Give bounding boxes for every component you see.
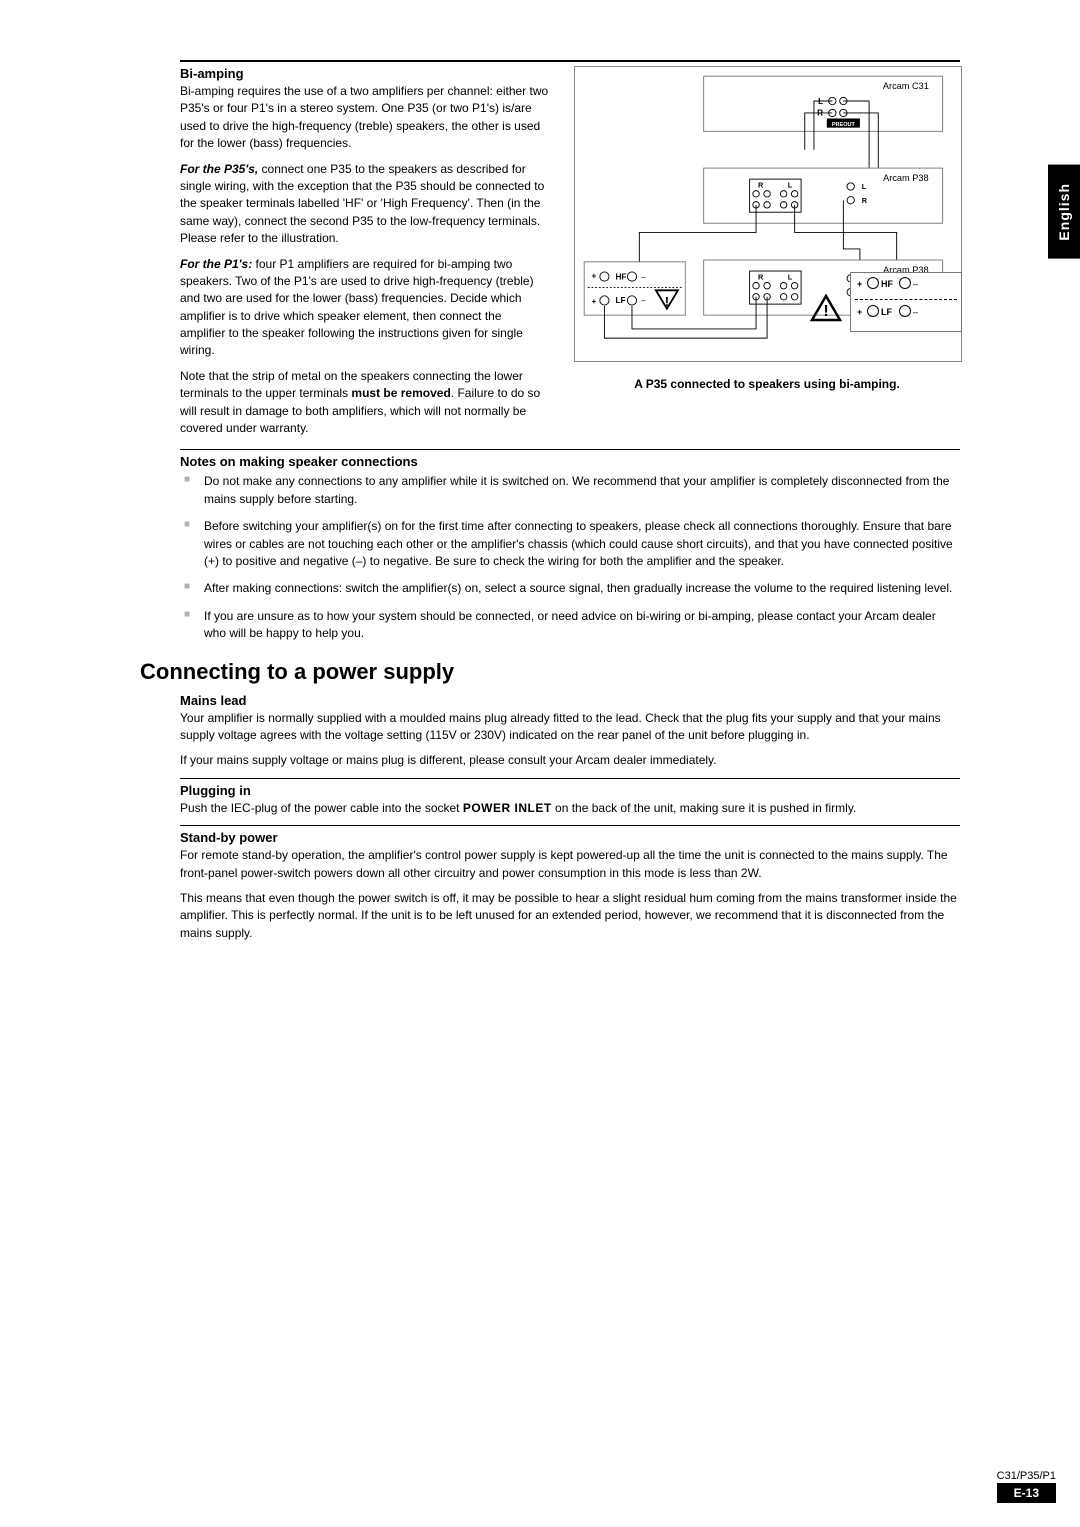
mains-p1: Your amplifier is normally supplied with… <box>180 710 960 745</box>
svg-text:R: R <box>758 272 764 281</box>
svg-text:LF: LF <box>615 296 625 305</box>
svg-text:R: R <box>758 180 764 189</box>
p4b: must be removed <box>351 386 450 400</box>
biamping-p1: Bi-amping requires the use of a two ampl… <box>180 83 550 153</box>
plug-p1c: on the back of the unit, making sure it … <box>552 801 857 815</box>
svg-text:–: – <box>641 272 646 281</box>
note-item: Before switching your amplifier(s) on fo… <box>180 518 960 570</box>
p3-body: four P1 amplifiers are required for bi-a… <box>180 257 534 358</box>
svg-text:!: ! <box>665 294 669 309</box>
standby-p1: For remote stand-by operation, the ampli… <box>180 847 960 882</box>
biamping-text: Bi-amping Bi-amping requires the use of … <box>180 66 550 445</box>
footer-model: C31/P35/P1 <box>997 1470 1056 1482</box>
note-item: After making connections: switch the amp… <box>180 580 960 597</box>
label-p38a: Arcam P38 <box>883 173 928 183</box>
svg-text:R: R <box>862 196 868 205</box>
plug-p1b: POWER INLET <box>463 801 552 815</box>
biamping-p4: Note that the strip of metal on the spea… <box>180 368 550 438</box>
plug-p1a: Push the IEC-plug of the power cable int… <box>180 801 463 815</box>
rule-top <box>180 60 960 62</box>
rule-standby <box>180 825 960 826</box>
mains-p2: If your mains supply voltage or mains pl… <box>180 752 960 769</box>
svg-text:HF: HF <box>615 272 626 281</box>
svg-text:PREOUT: PREOUT <box>832 122 856 128</box>
svg-text:!: ! <box>823 303 828 320</box>
svg-text:–: – <box>641 296 646 305</box>
note-item: Do not make any connections to any ampli… <box>180 473 960 508</box>
note-item: If you are unsure as to how your system … <box>180 608 960 643</box>
biamping-p3: For the P1's: four P1 amplifiers are req… <box>180 256 550 360</box>
p3-lead: For the P1's: <box>180 257 252 271</box>
svg-text:L: L <box>788 272 793 281</box>
plug-title: Plugging in <box>180 783 960 798</box>
page-content: Bi-amping Bi-amping requires the use of … <box>0 0 1080 942</box>
standby-title: Stand-by power <box>180 830 960 845</box>
warning-right-icon: ! <box>810 294 842 327</box>
rule-notes <box>180 449 960 450</box>
label-c31: Arcam C31 <box>883 81 929 91</box>
right-speaker-box: + HF – + LF – <box>850 272 962 332</box>
plug-p1: Push the IEC-plug of the power cable int… <box>180 800 960 817</box>
p2-lead: For the P35's, <box>180 162 258 176</box>
mains-title: Mains lead <box>180 693 960 708</box>
diagram-column: Arcam C31 L R PREOUT Arcam P38 <box>574 66 960 445</box>
svg-text:+: + <box>592 271 597 280</box>
notes-title: Notes on making speaker connections <box>180 454 960 469</box>
svg-text:L: L <box>788 180 793 189</box>
biamping-row: Bi-amping Bi-amping requires the use of … <box>180 66 960 445</box>
standby-p2: This means that even though the power sw… <box>180 890 960 942</box>
biamping-title: Bi-amping <box>180 66 550 81</box>
biamping-p2: For the P35's, connect one P35 to the sp… <box>180 161 550 248</box>
rule-plug <box>180 778 960 779</box>
notes-list: Do not make any connections to any ampli… <box>180 473 960 642</box>
power-heading: Connecting to a power supply <box>140 659 960 685</box>
diagram-caption: A P35 connected to speakers using bi-amp… <box>574 377 960 391</box>
footer-badge: C31/P35/P1 E-13 <box>997 1470 1056 1503</box>
svg-text:+: + <box>592 297 597 306</box>
footer-page: E-13 <box>997 1483 1056 1503</box>
